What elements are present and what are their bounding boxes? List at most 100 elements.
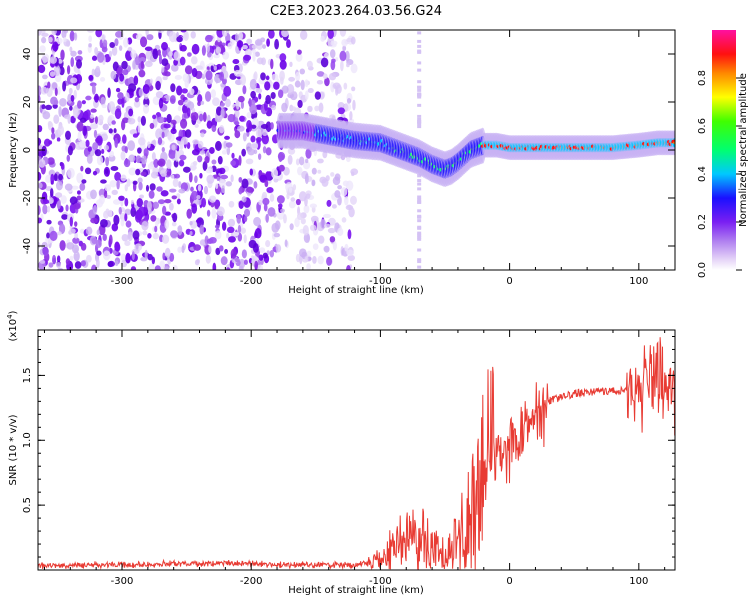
heatmap-cell bbox=[417, 122, 422, 126]
heatmap-cell bbox=[171, 195, 178, 200]
heatmap-cell bbox=[236, 213, 241, 224]
heatmap-cell bbox=[135, 155, 142, 164]
heatmap-cell bbox=[205, 168, 213, 174]
heatmap-cell bbox=[42, 199, 50, 204]
heatmap-cell bbox=[215, 46, 222, 54]
heatmap-cell bbox=[191, 108, 196, 113]
heatmap-cell bbox=[265, 75, 270, 81]
heatmap-cell bbox=[166, 159, 172, 170]
heatmap-cell bbox=[173, 51, 181, 61]
heatmap-cell bbox=[110, 70, 117, 80]
heatmap-cell bbox=[318, 235, 325, 244]
heatmap-cell bbox=[154, 265, 161, 270]
heatmap-cell bbox=[82, 125, 88, 137]
heatmap-cell bbox=[215, 182, 219, 189]
heatmap-cell bbox=[342, 45, 347, 52]
heatmap-cell bbox=[70, 77, 78, 84]
heatmap-cell bbox=[213, 65, 217, 71]
heatmap-cell bbox=[42, 55, 47, 64]
colorbar-label: Normalized spectral amplitude bbox=[738, 73, 749, 227]
heatmap-cell bbox=[72, 108, 79, 119]
heatmap-cell bbox=[195, 219, 202, 224]
heatmap-cell bbox=[96, 52, 105, 63]
heatmap-cell bbox=[140, 115, 146, 126]
heatmap-cell bbox=[152, 232, 160, 240]
heatmap-cell bbox=[43, 138, 51, 147]
heatmap-cell bbox=[144, 249, 148, 260]
heatmap-cell bbox=[216, 176, 220, 182]
heatmap-cell bbox=[86, 254, 92, 263]
heatmap-cell bbox=[417, 31, 422, 35]
heatmap-cell bbox=[221, 30, 226, 37]
heatmap-cell bbox=[241, 249, 247, 259]
heatmap-cell bbox=[72, 237, 80, 244]
heatmap-cell bbox=[256, 136, 262, 143]
heatmap-cell bbox=[302, 224, 309, 236]
heatmap-x-ticks: -300 -200 -100 0 100 bbox=[43, 30, 666, 287]
heatmap-cell bbox=[77, 130, 82, 142]
heatmap-cell bbox=[96, 155, 104, 166]
heatmap-cell bbox=[417, 95, 422, 99]
heatmap-cell bbox=[254, 231, 258, 239]
heatmap-cell bbox=[39, 259, 46, 264]
heatmap-cell bbox=[174, 173, 181, 179]
snr-x-tick-label: -200 bbox=[240, 576, 263, 587]
heatmap-cell bbox=[121, 60, 128, 70]
heatmap-cell bbox=[104, 184, 112, 192]
heatmap-cell bbox=[69, 105, 73, 111]
heatmap-cell bbox=[417, 61, 422, 65]
heatmap-cell bbox=[164, 219, 170, 230]
heatmap-cell bbox=[174, 150, 179, 162]
heatmap-cell bbox=[41, 191, 48, 202]
heatmap-cell bbox=[259, 247, 266, 253]
snr-x-tick-label: 100 bbox=[629, 576, 648, 587]
heatmap-cell bbox=[147, 162, 155, 170]
heatmap-cell bbox=[118, 45, 123, 51]
heatmap-cell bbox=[196, 194, 201, 200]
heatmap-cell bbox=[262, 129, 268, 137]
heatmap-cell bbox=[191, 190, 199, 201]
heatmap-cell bbox=[158, 53, 163, 65]
heatmap-cell bbox=[59, 240, 66, 251]
heatmap-cell bbox=[351, 86, 356, 92]
heatmap-cell bbox=[69, 228, 76, 234]
heatmap-cell bbox=[79, 117, 87, 123]
heatmap-cell bbox=[103, 190, 108, 199]
colorbar-ticks: 0.0 0.2 0.4 0.6 0.8 bbox=[697, 70, 742, 278]
heatmap-cell bbox=[66, 40, 71, 47]
heatmap-cell bbox=[270, 92, 276, 100]
heatmap-cell bbox=[79, 228, 85, 234]
heatmap-cell bbox=[107, 87, 111, 98]
heatmap-cell bbox=[95, 258, 100, 269]
heatmap-cell bbox=[191, 43, 200, 55]
heatmap-cell bbox=[206, 43, 210, 54]
heatmap-cell bbox=[251, 48, 256, 54]
heatmap-cell bbox=[296, 49, 302, 55]
heatmap-cell bbox=[348, 207, 355, 218]
heatmap-cell bbox=[124, 146, 128, 154]
heatmap-cell bbox=[329, 49, 336, 59]
heatmap-cell bbox=[304, 173, 309, 185]
heatmap-cell bbox=[417, 174, 422, 178]
heatmap-cell bbox=[191, 67, 198, 78]
heatmap-cell bbox=[417, 198, 422, 202]
heatmap-cell bbox=[178, 181, 182, 188]
heatmap-cell bbox=[253, 216, 262, 227]
heatmap-cell bbox=[211, 208, 217, 219]
heatmap-cell bbox=[243, 259, 248, 265]
heatmap-cell bbox=[243, 215, 248, 223]
heatmap-cell bbox=[99, 194, 105, 205]
heatmap-cell bbox=[179, 154, 187, 161]
heatmap-cell bbox=[182, 166, 191, 173]
heatmap-x-axis-label: Height of straight line (km) bbox=[288, 285, 424, 296]
heatmap-cell bbox=[317, 255, 324, 265]
heatmap-cell bbox=[38, 158, 46, 168]
heatmap-cell bbox=[115, 87, 121, 93]
heatmap-cell bbox=[243, 208, 251, 217]
heatmap-cell bbox=[226, 226, 235, 234]
heatmap-cell bbox=[264, 81, 271, 91]
heatmap-cell bbox=[96, 135, 103, 146]
heatmap-cell bbox=[163, 123, 171, 129]
snr-x-tick-label: -100 bbox=[369, 576, 392, 587]
colorbar-tick-label: 0.8 bbox=[697, 70, 708, 86]
